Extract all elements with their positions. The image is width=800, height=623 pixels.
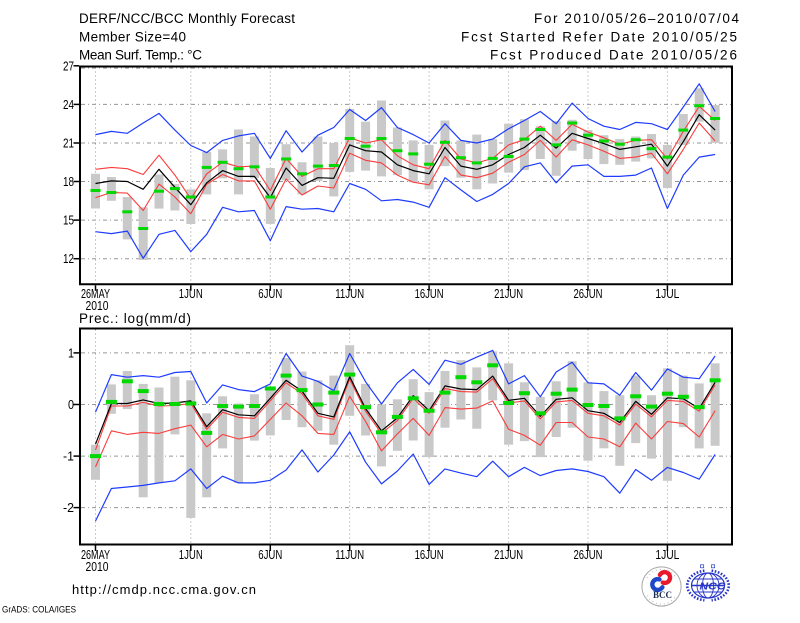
svg-text:2010: 2010 (86, 299, 109, 313)
svg-text:11JUN: 11JUN (335, 548, 364, 562)
svg-text:-2: -2 (63, 501, 74, 515)
svg-text:1JUN: 1JUN (179, 287, 203, 301)
svg-text:26MAY: 26MAY (81, 287, 110, 301)
svg-text:1JUN: 1JUN (179, 548, 203, 562)
svg-text:Member Size=40: Member Size=40 (79, 30, 186, 45)
svg-text:DERF/NCC/BCC Monthly Forecast: DERF/NCC/BCC Monthly Forecast (79, 11, 295, 26)
svg-text:24: 24 (63, 98, 74, 112)
svg-text:Mean Surf. Temp.: °C: Mean Surf. Temp.: °C (79, 48, 202, 63)
svg-text:26JUN: 26JUN (574, 548, 603, 562)
svg-text:BCC: BCC (653, 591, 672, 601)
svg-text:Fcst Produced Date 2010/05/26: Fcst Produced Date 2010/05/26 (490, 48, 737, 63)
svg-text:6JUN: 6JUN (258, 287, 282, 301)
svg-text:1JUL: 1JUL (655, 548, 679, 562)
svg-text:1JUL: 1JUL (655, 287, 679, 301)
svg-text:21JUN: 21JUN (494, 548, 523, 562)
svg-text:GrADS: COLA/IGES: GrADS: COLA/IGES (2, 605, 76, 616)
svg-text:16JUN: 16JUN (415, 548, 444, 562)
svg-text:18: 18 (63, 175, 74, 189)
svg-text:27: 27 (63, 59, 74, 73)
svg-text:2010: 2010 (86, 560, 109, 574)
svg-text:0: 0 (68, 398, 74, 412)
svg-text:15: 15 (63, 214, 74, 228)
svg-text:21: 21 (63, 137, 74, 151)
svg-text:26MAY: 26MAY (81, 548, 110, 562)
svg-text:Fcst Started Refer Date 2010/0: Fcst Started Refer Date 2010/05/25 (461, 30, 737, 45)
svg-text:Prec.: log(mm/d): Prec.: log(mm/d) (79, 311, 191, 326)
svg-text:12: 12 (63, 252, 74, 266)
svg-text:16JUN: 16JUN (415, 287, 444, 301)
svg-text:6JUN: 6JUN (258, 548, 282, 562)
svg-text:http://cmdp.ncc.cma.gov.cn: http://cmdp.ncc.cma.gov.cn (72, 582, 256, 597)
svg-text:1: 1 (68, 346, 74, 360)
svg-text:26JUN: 26JUN (574, 287, 603, 301)
svg-text:For 2010/05/26–2010/07/04: For 2010/05/26–2010/07/04 (534, 11, 739, 26)
svg-text:21JUN: 21JUN (494, 287, 523, 301)
svg-text:11JUN: 11JUN (335, 287, 364, 301)
svg-text:-1: -1 (63, 450, 74, 464)
svg-text:NCC: NCC (700, 582, 727, 593)
